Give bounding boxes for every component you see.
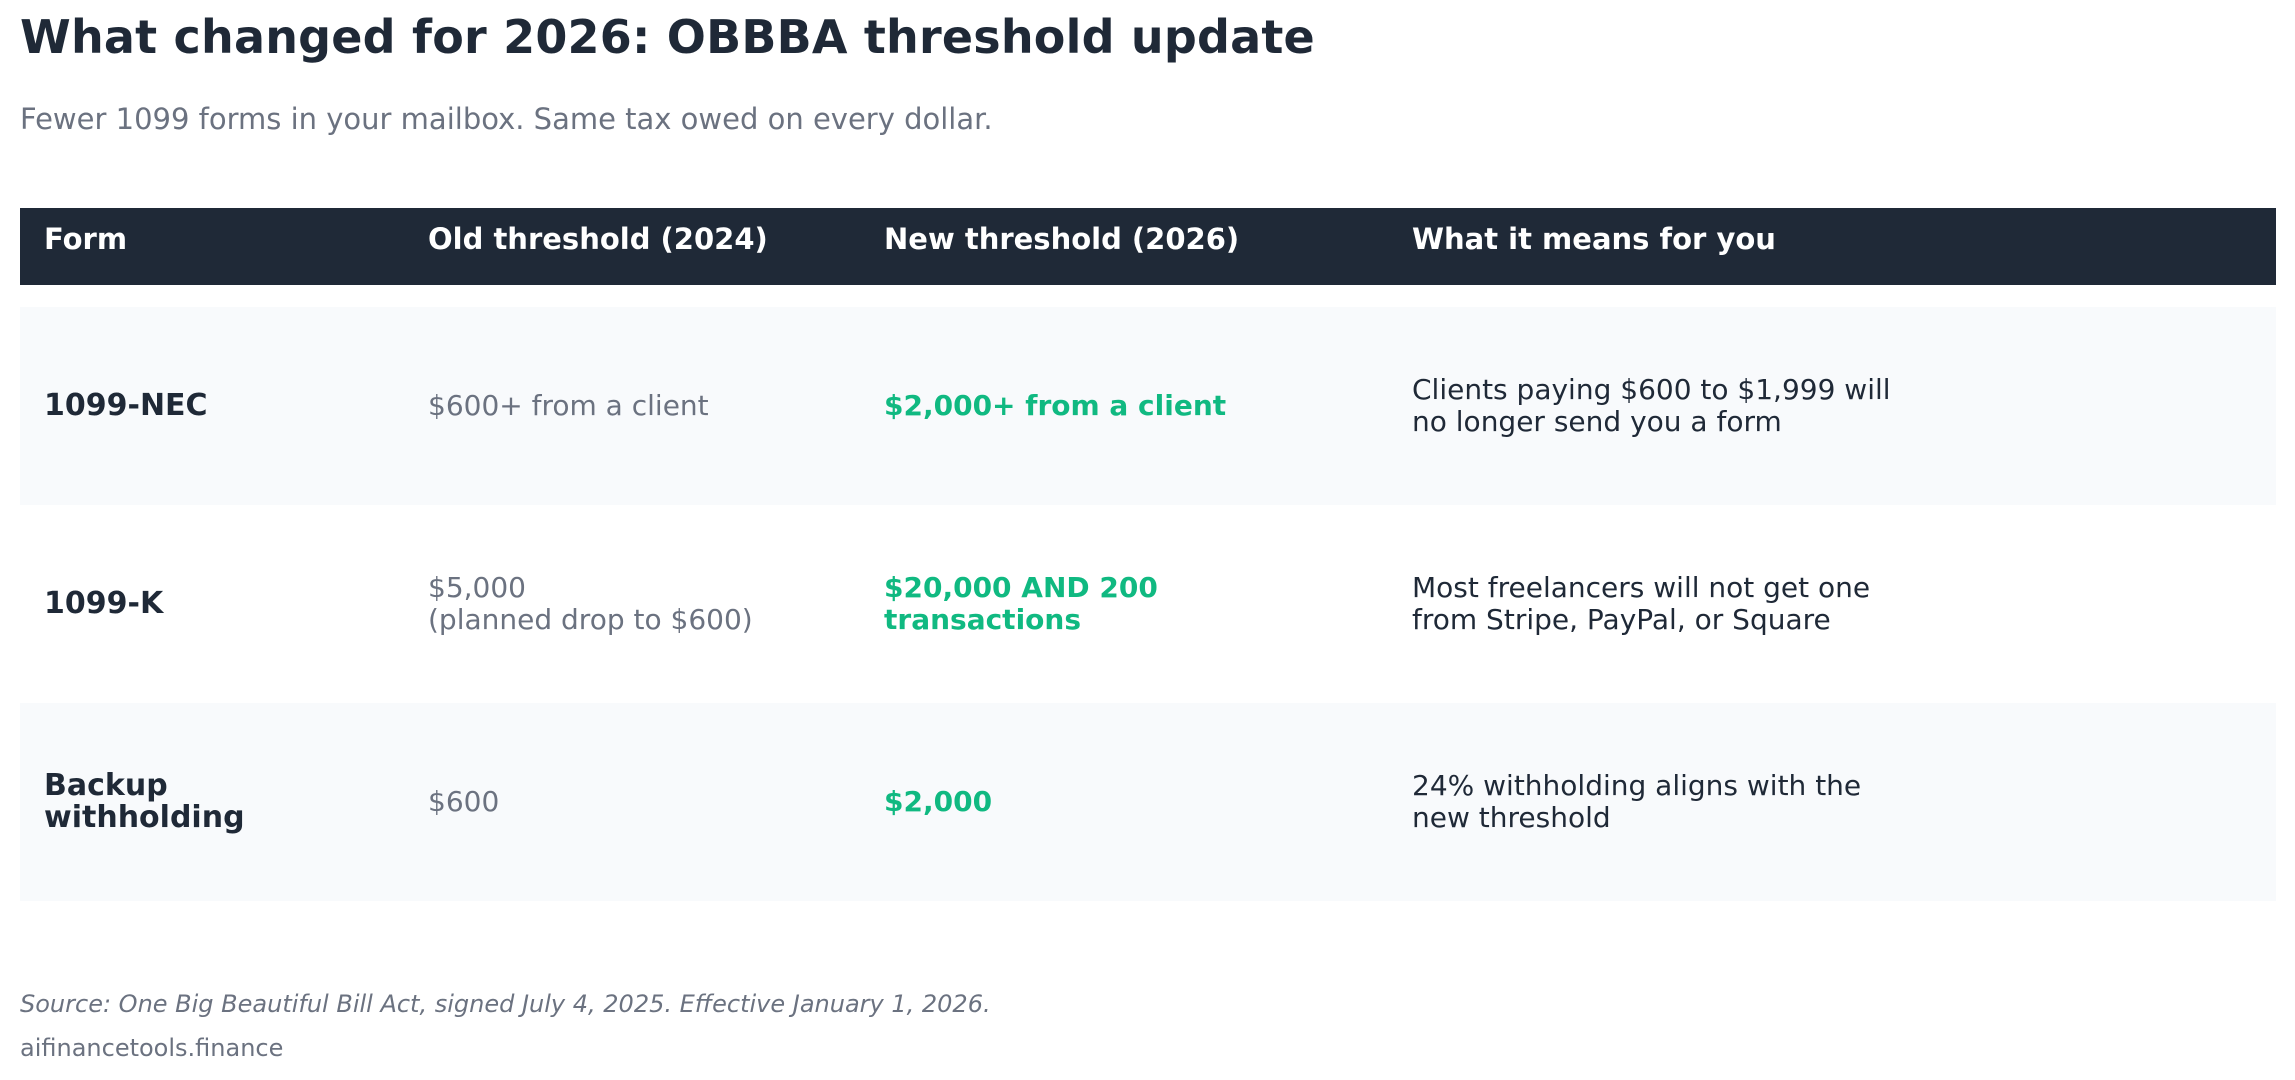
table-row: 1099-NEC $600+ from a client $2,000+ fro… bbox=[20, 307, 2276, 505]
meaning-cell: Most freelancers will not get one from S… bbox=[1412, 571, 1871, 636]
source-note: Source: One Big Beautiful Bill Act, sign… bbox=[20, 990, 991, 1018]
meaning-cell: 24% withholding aligns with the new thre… bbox=[1412, 769, 1862, 834]
new-threshold-cell: $20,000 AND 200 transactions bbox=[884, 571, 1158, 636]
old-threshold-cell: $600 bbox=[428, 785, 500, 818]
header-form: Form bbox=[44, 222, 128, 256]
page-title: What changed for 2026: OBBBA threshold u… bbox=[20, 10, 1315, 64]
site-credit: aifinancetools.finance bbox=[20, 1034, 284, 1062]
new-threshold-cell: $2,000 bbox=[884, 785, 993, 818]
page-subtitle: Fewer 1099 forms in your mailbox. Same t… bbox=[20, 102, 993, 136]
form-cell: Backup withholding bbox=[44, 768, 245, 835]
new-threshold-cell: $2,000+ from a client bbox=[884, 389, 1227, 422]
threshold-table: Form Old threshold (2024) New threshold … bbox=[20, 208, 2276, 901]
header-new-threshold: New threshold (2026) bbox=[884, 222, 1240, 256]
table-row: Backup withholding $600 $2,000 24% withh… bbox=[20, 703, 2276, 901]
table-row: 1099-K $5,000 (planned drop to $600) $20… bbox=[20, 505, 2276, 703]
table-header: Form Old threshold (2024) New threshold … bbox=[20, 208, 2276, 285]
form-cell: 1099-NEC bbox=[44, 388, 208, 423]
old-threshold-cell: $600+ from a client bbox=[428, 389, 709, 422]
meaning-cell: Clients paying $600 to $1,999 will no lo… bbox=[1412, 373, 1891, 438]
form-cell: 1099-K bbox=[44, 586, 164, 621]
header-what-it-means: What it means for you bbox=[1412, 222, 1776, 256]
header-old-threshold: Old threshold (2024) bbox=[428, 222, 768, 256]
old-threshold-cell: $5,000 (planned drop to $600) bbox=[428, 571, 753, 636]
